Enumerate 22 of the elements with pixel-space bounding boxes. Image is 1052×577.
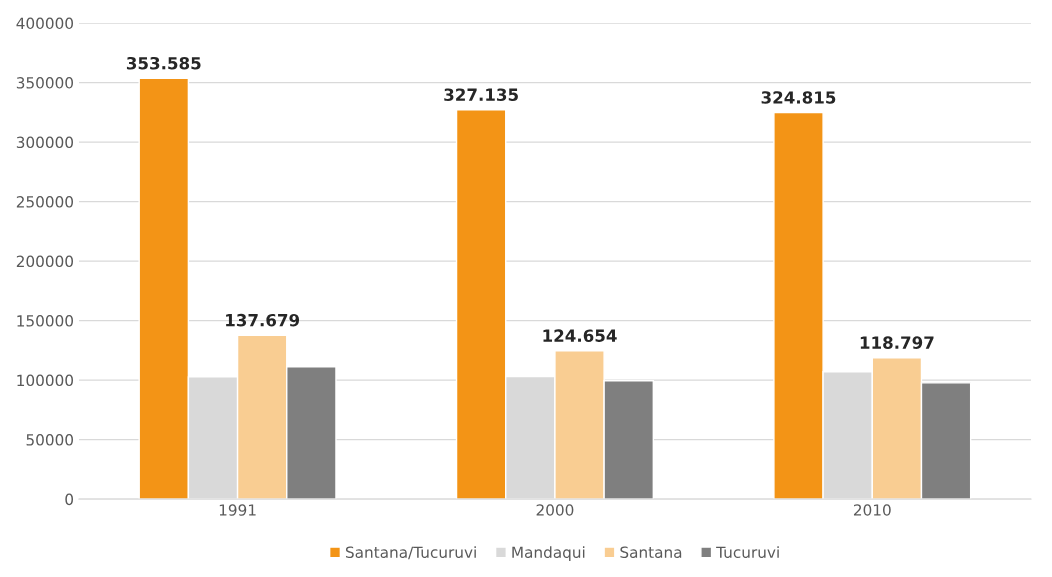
y-tick-label: 150000 — [17, 315, 74, 327]
y-tick-label: 400000 — [16, 17, 74, 30]
legend-label: Tucuruvi — [716, 546, 779, 558]
data-label: 324.815 — [761, 91, 836, 104]
data-label: 327.135 — [444, 88, 518, 102]
data-label: 124.654 — [543, 329, 617, 342]
data-label: 137.679 — [226, 313, 300, 327]
y-tick-label: 250000 — [16, 196, 74, 208]
legend-label: Santana/Tucuruvi — [345, 546, 476, 560]
data-label: 353.585 — [126, 56, 201, 70]
x-tick-label: 2010 — [853, 504, 891, 516]
y-tick-label: 350000 — [16, 77, 74, 89]
y-tick-label: 50000 — [26, 434, 74, 446]
y-tick-label: 100000 — [17, 374, 74, 387]
legend-label: Santana — [620, 546, 682, 558]
y-tick-label: 200000 — [16, 255, 74, 268]
legend-label: Mandaqui — [512, 546, 585, 561]
x-tick-label: 1991 — [219, 504, 256, 516]
y-tick-label: 0 — [65, 493, 74, 506]
x-tick-label: 2000 — [536, 504, 574, 516]
y-tick-label: 300000 — [16, 136, 74, 149]
data-label: 118.797 — [860, 336, 934, 349]
